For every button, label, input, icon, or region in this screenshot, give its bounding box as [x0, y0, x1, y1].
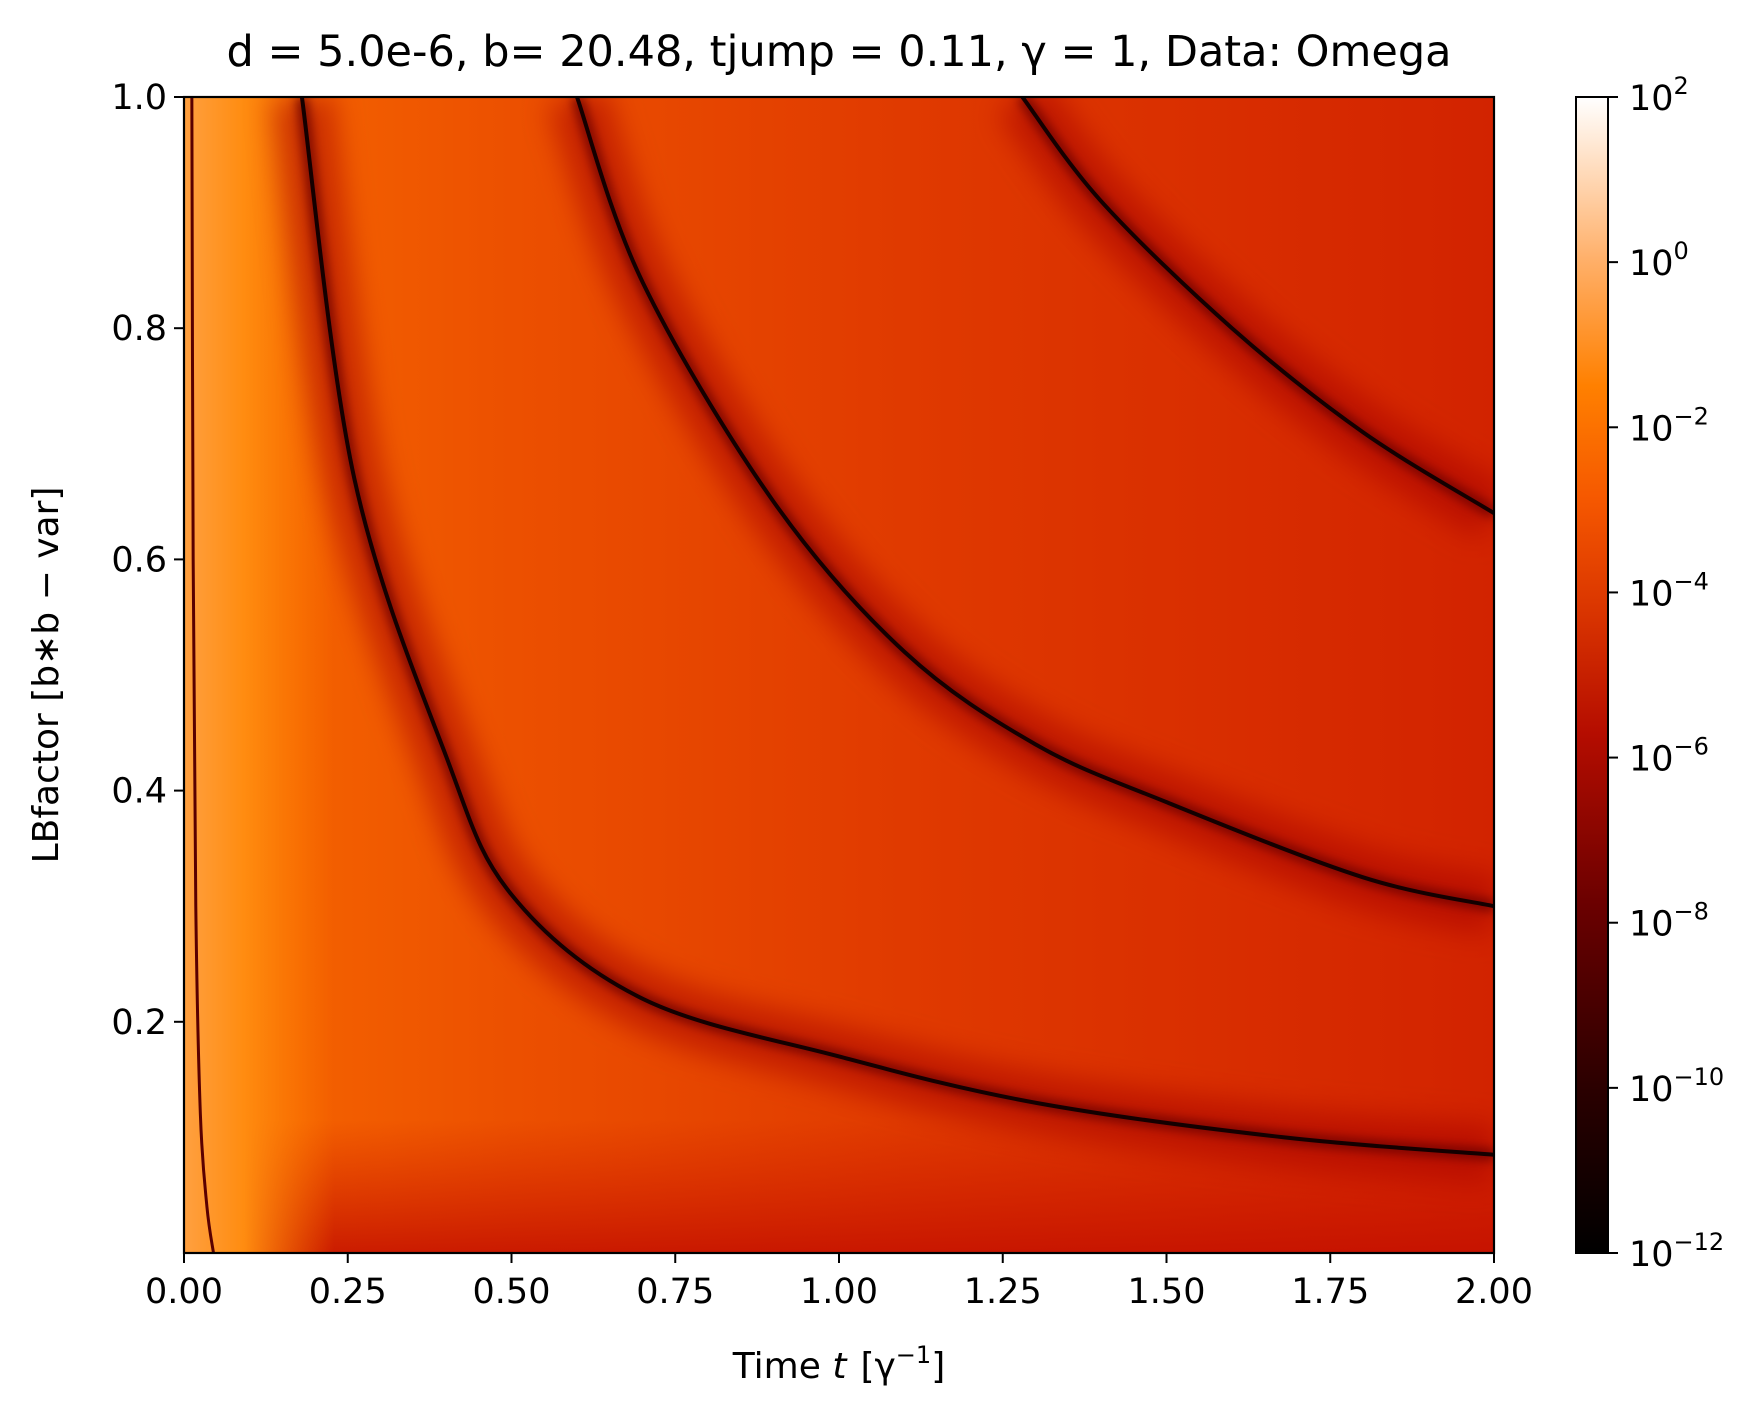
chart-title: d = 5.0e-6, b= 20.48, tjump = 0.11, γ = …	[227, 27, 1452, 77]
x-axis-label: Time t [γ−1]	[732, 1341, 945, 1387]
colorbar-tick-label: 100	[1629, 237, 1689, 284]
x-tick-label: 0.00	[145, 1272, 223, 1312]
y-axis: 0.2 0.4 0.6 0.8 1.0	[111, 78, 184, 1043]
x-tick-label: 1.00	[800, 1272, 878, 1312]
colorbar-tick-label: 10−6	[1629, 733, 1709, 780]
x-tick-label: 0.75	[636, 1272, 714, 1312]
x-tick-label: 1.75	[1291, 1272, 1369, 1312]
x-tick-label: 1.50	[1128, 1272, 1206, 1312]
y-axis-label: LBfactor [b∗b − var]	[26, 487, 67, 864]
colorbar-ticks: 102 100 10−2 10−4 10−6 10−8 10−10 10−12	[1608, 72, 1724, 1275]
x-tick-label: 2.00	[1455, 1272, 1533, 1312]
y-tick-label: 0.6	[111, 540, 167, 580]
minimum-curve	[1020, 97, 1494, 515]
x-tick-label: 0.50	[473, 1272, 551, 1312]
colorbar-tick-label: 10−4	[1629, 567, 1709, 614]
minima-curves	[190, 97, 1494, 1253]
x-tick-label: 1.25	[964, 1272, 1042, 1312]
y-tick-label: 1.0	[111, 78, 167, 118]
edge-minimum-curve	[190, 97, 215, 1253]
plot-area	[184, 97, 1494, 1253]
colorbar	[1575, 96, 1609, 1254]
y-tick-label: 0.8	[111, 309, 167, 349]
minimum-curve	[575, 97, 1494, 909]
minimum-curve	[299, 97, 1494, 1157]
y-tick-label: 0.2	[111, 1003, 167, 1043]
y-tick-label: 0.4	[111, 772, 167, 812]
colorbar-tick-label: 10−8	[1629, 898, 1709, 945]
x-tick-label: 0.25	[309, 1272, 387, 1312]
colorbar-tick-label: 10−10	[1629, 1063, 1724, 1110]
colorbar-tick-label: 10−2	[1629, 402, 1709, 449]
colorbar-tick-label: 102	[1629, 72, 1689, 119]
x-axis: 0.00 0.25 0.50 0.75 1.00 1.25 1.50 1.75 2.00	[145, 1253, 1533, 1312]
colorbar-tick-label: 10−12	[1629, 1228, 1724, 1275]
